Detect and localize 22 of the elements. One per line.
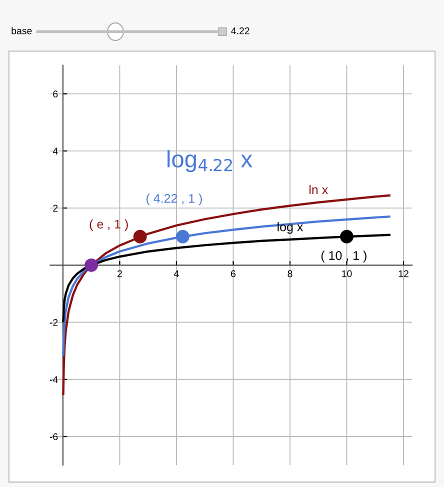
x-tick-label: 4: [174, 270, 179, 278]
data-label: ( 4.22 , 1 ): [146, 194, 202, 206]
line-series: [62, 216, 390, 356]
y-tick-label: -2: [50, 319, 58, 326]
x-tick-label: 8: [288, 270, 292, 278]
y-tick-label: -4: [50, 376, 58, 383]
x-tick-label: 10: [342, 270, 352, 278]
text: log$_{4.22}$ x: [168, 150, 252, 172]
x-tick-label: 6: [231, 270, 236, 278]
text: base: [12, 27, 32, 34]
data-label: ( 10 , 1 ): [321, 250, 366, 262]
y-tick-label: 2: [53, 204, 58, 212]
text: 4.22: [231, 27, 250, 34]
line-series: [62, 194, 390, 396]
x-tick-label: 12: [398, 270, 408, 278]
series-label: ln x: [309, 184, 328, 194]
y-tick-label: 6: [53, 90, 58, 98]
x-tick-label: 2: [117, 270, 122, 278]
series-label: log x: [278, 222, 304, 234]
data-label: ( e , 1 ): [90, 219, 128, 232]
y-tick-label: -6: [50, 433, 58, 440]
y-tick-label: 4: [52, 148, 58, 154]
